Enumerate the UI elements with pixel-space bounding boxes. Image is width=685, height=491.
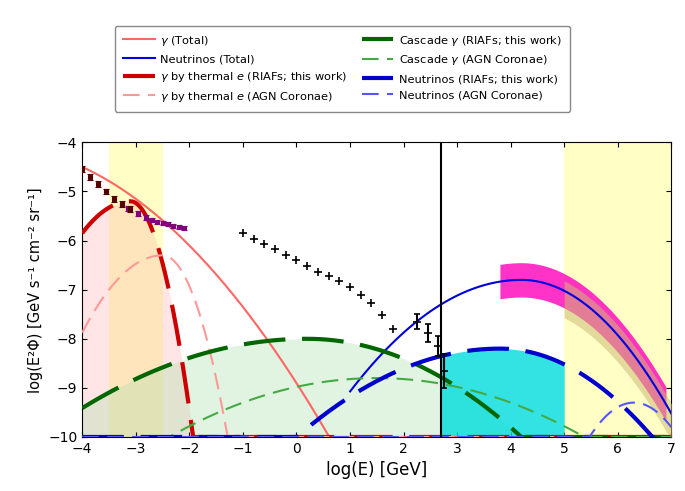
Bar [109,142,162,437]
X-axis label: log(E) [GeV]: log(E) [GeV] [326,462,427,479]
Legend: $\gamma$ (Total), Neutrinos (Total), $\gamma$ by thermal $e$ (RIAFs; this work),: $\gamma$ (Total), Neutrinos (Total), $\g… [115,26,570,112]
Bar [564,142,672,437]
Y-axis label: log(E²Φ) [GeV s⁻¹ cm⁻² sr⁻¹]: log(E²Φ) [GeV s⁻¹ cm⁻² sr⁻¹] [27,187,42,392]
